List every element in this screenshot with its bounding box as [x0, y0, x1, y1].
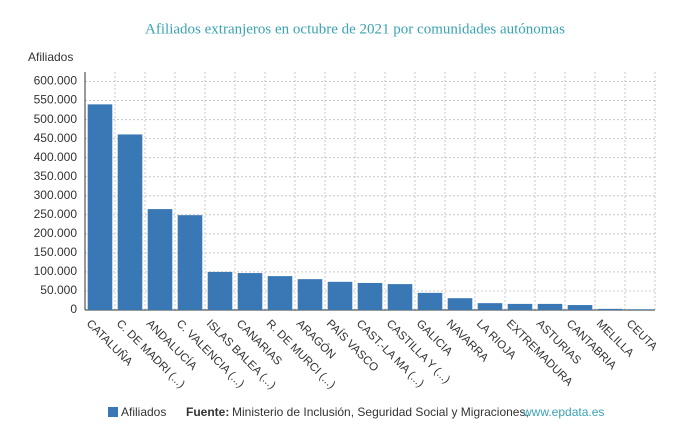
y-tick-label: 450.000 — [34, 131, 78, 145]
bar — [207, 271, 233, 310]
bar — [147, 209, 173, 310]
x-tick-label: PAÍS VASCO — [324, 317, 381, 374]
source-label: Fuente: — [186, 405, 229, 419]
source: Ministerio de Inclusión, Seguridad Socia… — [232, 405, 529, 419]
bar — [237, 273, 263, 310]
y-tick-label: 150.000 — [34, 245, 78, 259]
bar — [447, 298, 473, 310]
y-tick-label: 250.000 — [34, 207, 78, 221]
y-tick-label: 350.000 — [34, 169, 78, 183]
y-tick-label: 50.000 — [40, 283, 77, 297]
bar — [477, 303, 503, 310]
bar — [117, 134, 143, 310]
bar — [177, 215, 203, 310]
bar — [387, 284, 413, 310]
y-tick-label: 300.000 — [34, 188, 78, 202]
legend-label: Afiliados — [121, 405, 166, 419]
legend-swatch — [108, 407, 118, 417]
source-link[interactable]: www.epdata.es — [522, 405, 604, 419]
chart-title: Afiliados extranjeros en octubre de 2021… — [145, 21, 565, 37]
y-tick-label: 100.000 — [34, 264, 78, 278]
bar — [267, 276, 293, 310]
y-tick-label: 550.000 — [34, 93, 78, 107]
bar — [597, 308, 623, 310]
bar — [627, 309, 653, 310]
bar — [537, 303, 563, 310]
y-tick-label: 200.000 — [34, 226, 78, 240]
y-tick-label: 0 — [70, 302, 77, 316]
bar — [327, 281, 353, 310]
bar — [567, 305, 593, 310]
y-axis-title: Afiliados — [28, 50, 73, 64]
y-tick-label: 600.000 — [34, 74, 78, 88]
bar — [87, 104, 113, 310]
bar — [507, 303, 533, 310]
bar — [297, 279, 323, 310]
bar — [417, 292, 443, 310]
y-tick-label: 400.000 — [34, 150, 78, 164]
y-tick-label: 500.000 — [34, 112, 78, 126]
bar — [357, 282, 383, 310]
